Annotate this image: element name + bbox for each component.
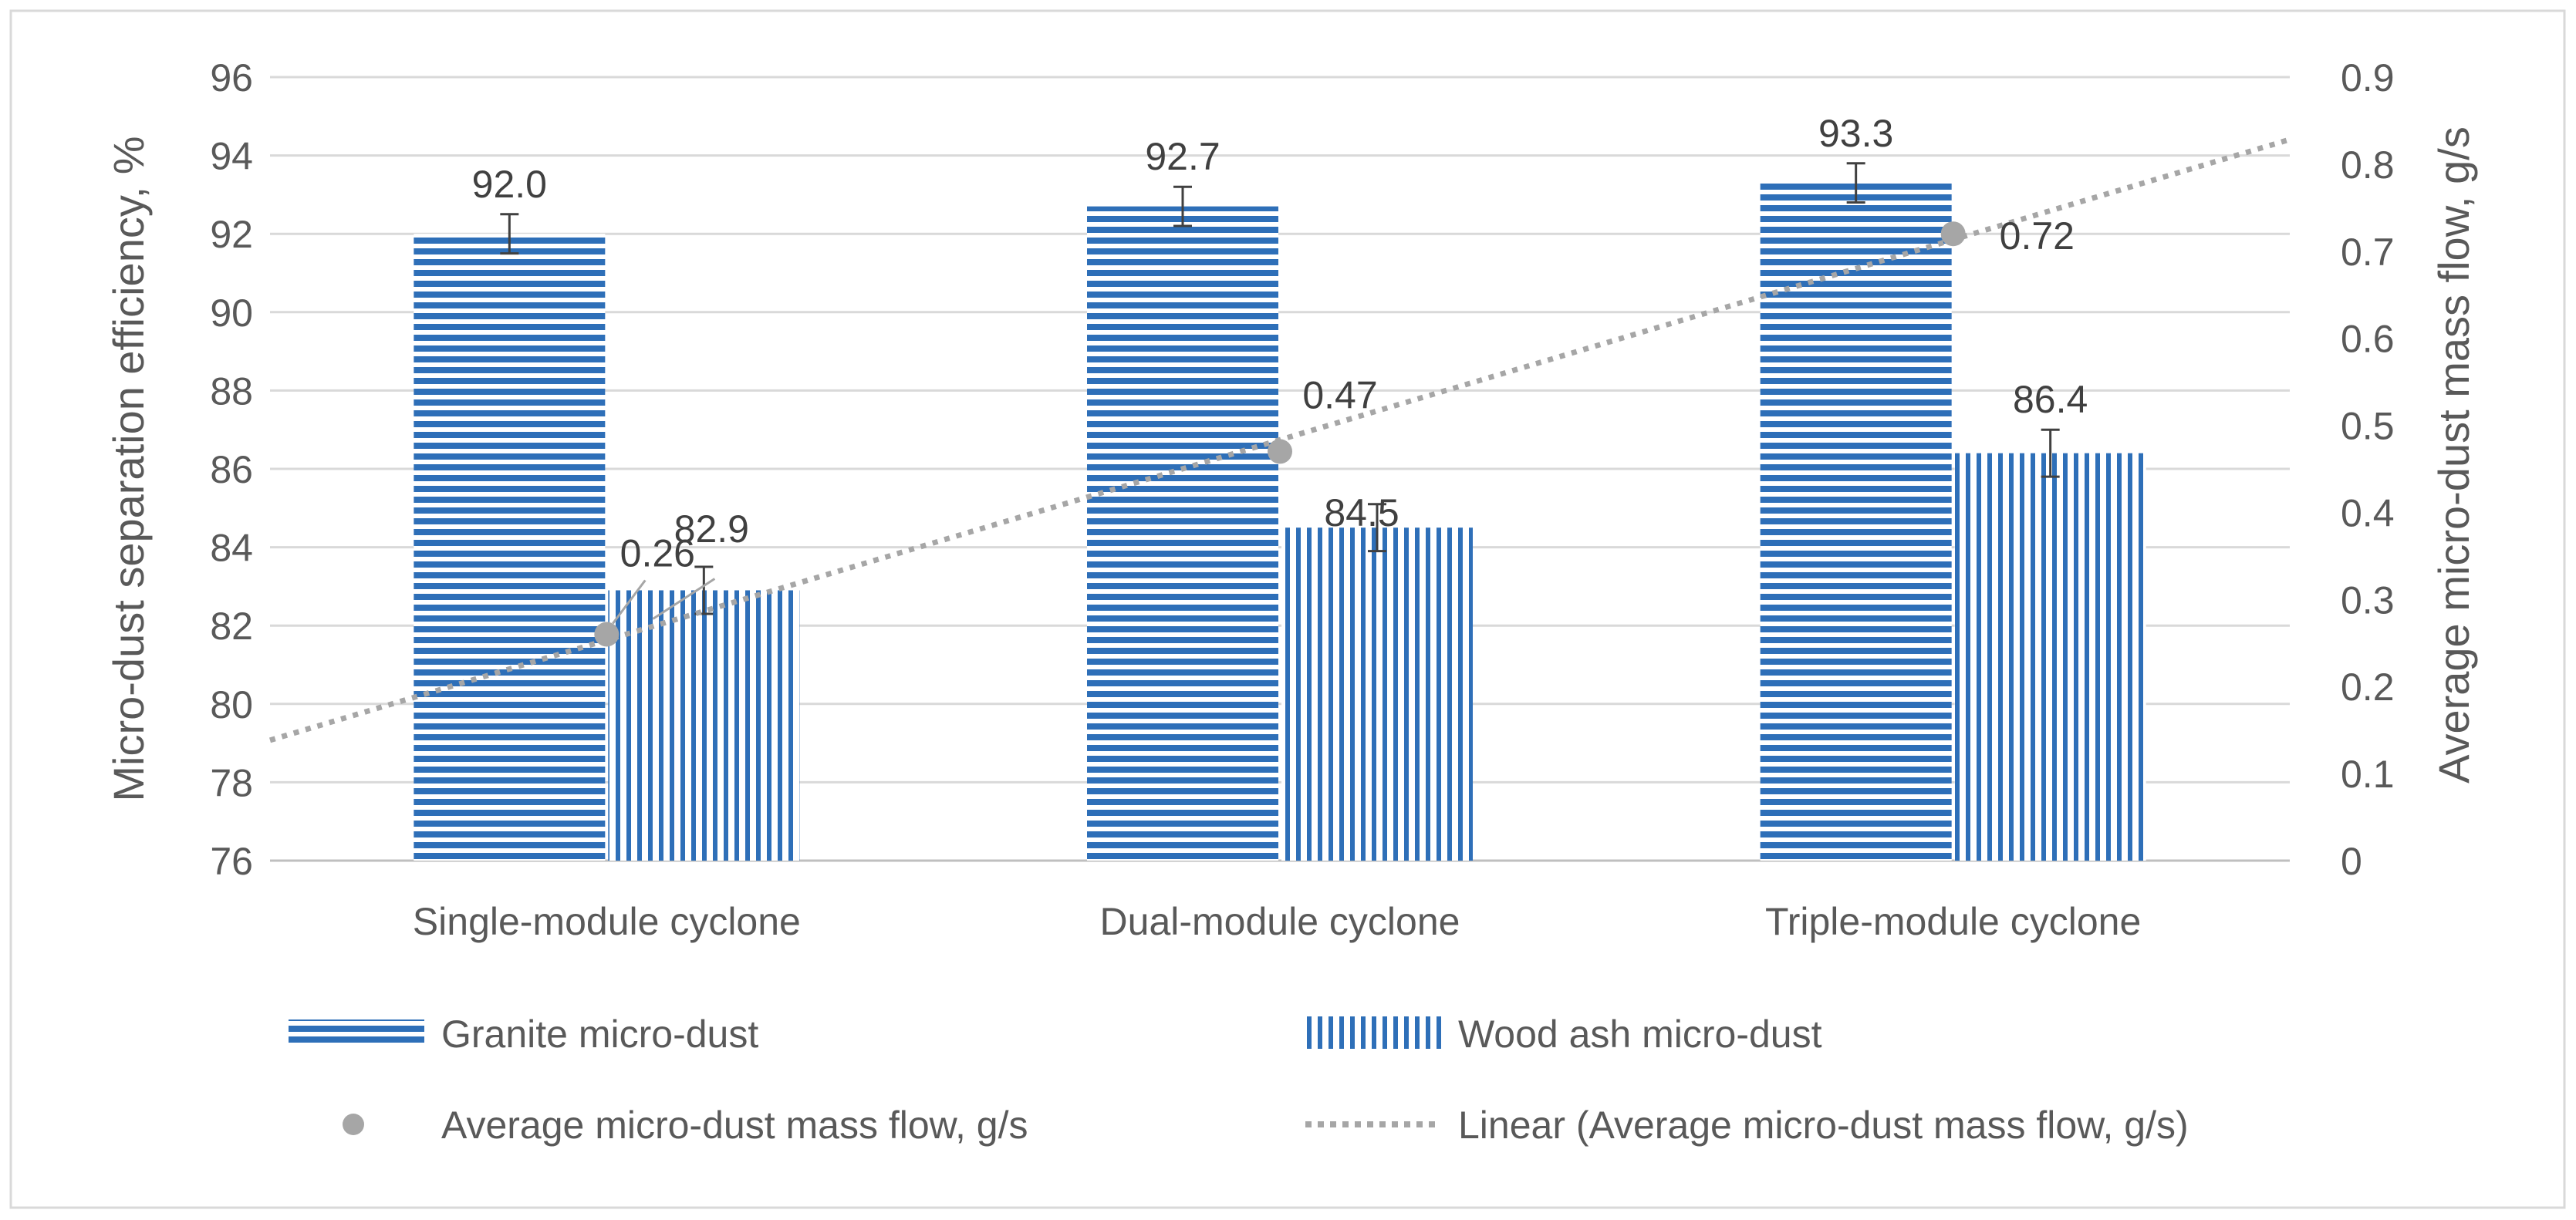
- y-right-tick-label: 0.3: [2341, 578, 2395, 622]
- y-left-tick-label: 86: [210, 448, 253, 491]
- y-right-tick-label: 0.6: [2341, 318, 2395, 361]
- y-right-tick-label: 0.7: [2341, 231, 2395, 274]
- x-category-label: Dual-module cyclone: [1100, 900, 1460, 943]
- legend-swatch-granite: [289, 1019, 424, 1047]
- y-right-tick-label: 0.4: [2341, 491, 2395, 534]
- y-left-tick-label: 88: [210, 369, 253, 413]
- axes: 76 78 80 82 84 86 88 90 92 94 96 0 0.1 0.2 0.3 0.4 0.5 0.…: [104, 56, 2478, 943]
- legend-item-granite: Granite micro-dust: [289, 1013, 758, 1056]
- y-left-tick-label: 82: [210, 605, 253, 648]
- y-right-axis-title: Average micro-dust mass flow, g/s: [2429, 126, 2478, 784]
- y-left-tick-label: 84: [210, 527, 253, 570]
- y-right-tick-label: 0.2: [2341, 666, 2395, 709]
- leader-line: [612, 579, 647, 625]
- data-label-granite: 92.0: [472, 163, 547, 206]
- leader-line: [652, 578, 716, 620]
- y-left-axis-title: Micro-dust separation efficiency, %: [104, 136, 153, 801]
- legend-label-wood-ash: Wood ash micro-dust: [1458, 1013, 1822, 1056]
- data-label-granite: 92.7: [1145, 135, 1220, 178]
- x-category-label: Single-module cyclone: [413, 900, 801, 943]
- y-left-tick-label: 96: [210, 56, 253, 99]
- data-label-granite: 93.3: [1818, 112, 1893, 155]
- bar-wood-ash: [1281, 527, 1473, 861]
- legend-label-linear: Linear (Average micro-dust mass flow, g/…: [1458, 1104, 2189, 1147]
- y-right-tick-label: 0.9: [2341, 56, 2395, 99]
- marker-mass-flow: [1940, 221, 1966, 247]
- legend: Granite micro-dust Wood ash micro-dust A…: [289, 1013, 2189, 1147]
- y-left-tick-label: 78: [210, 761, 253, 804]
- data-label-wood-ash: 82.9: [674, 507, 749, 551]
- marker-mass-flow: [1268, 439, 1292, 464]
- y-left-tick-label: 94: [210, 135, 253, 178]
- y-left-tick-label: 76: [210, 840, 253, 883]
- data-label-mass-flow: 0.72: [2000, 214, 2075, 258]
- y-left-tick-label: 90: [210, 292, 253, 335]
- data-label-wood-ash: 86.4: [2013, 378, 2088, 421]
- x-category-label: Triple-module cyclone: [1765, 900, 2141, 943]
- bar-wood-ash: [608, 590, 800, 861]
- bar-granite: [414, 234, 606, 861]
- legend-item-mass-flow: Average micro-dust mass flow, g/s: [343, 1104, 1028, 1147]
- y-right-tick-label: 0.8: [2341, 143, 2395, 187]
- legend-item-linear: Linear (Average micro-dust mass flow, g/…: [1305, 1104, 2189, 1147]
- bars: [414, 162, 2146, 861]
- y-left-tick-label: 80: [210, 683, 253, 726]
- y-right-tick-label: 0.1: [2341, 753, 2395, 796]
- legend-label-granite: Granite micro-dust: [441, 1013, 758, 1056]
- legend-label-mass-flow: Average micro-dust mass flow, g/s: [441, 1104, 1028, 1147]
- y-left-tick-label: 92: [210, 213, 253, 256]
- data-label-wood-ash: 84.5: [1324, 491, 1399, 534]
- markers: [594, 221, 1966, 647]
- bar-granite: [1087, 206, 1278, 861]
- data-label-mass-flow: 0.47: [1302, 373, 1377, 416]
- data-label-mass-flow: 0.26: [620, 531, 695, 575]
- marker-mass-flow: [594, 622, 620, 647]
- legend-marker-mass-flow: [343, 1114, 364, 1135]
- data-labels: 92.0 92.7 93.3 82.9 84.5 86.4 0.26 0.47 0.72: [472, 112, 2088, 625]
- legend-item-wood-ash: Wood ash micro-dust: [1305, 1013, 1822, 1056]
- y-right-tick-label: 0.5: [2341, 405, 2395, 448]
- legend-swatch-wood-ash: [1305, 1016, 1441, 1049]
- gridlines: [270, 76, 2290, 862]
- y-right-tick-label: 0: [2341, 840, 2362, 883]
- bar-wood-ash: [1954, 453, 2146, 861]
- bar-granite: [1760, 183, 1952, 861]
